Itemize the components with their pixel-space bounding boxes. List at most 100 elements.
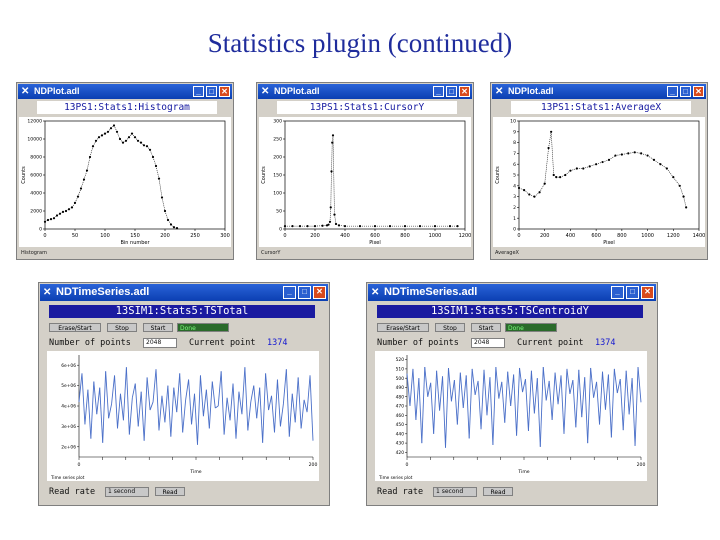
stop-button[interactable]: Stop [107,323,137,332]
close-icon[interactable]: ✕ [219,86,230,97]
close-icon[interactable]: ✕ [313,286,326,299]
series-segment [430,382,435,434]
num-points-input[interactable]: 2048 [471,338,505,348]
series-segment [117,393,121,429]
series-segment [596,381,600,425]
data-segment [170,224,175,228]
minimize-icon[interactable]: _ [193,86,204,97]
series-segment [179,373,184,433]
series-segment [244,367,249,431]
series-segment [205,389,210,429]
erase-start-button[interactable]: Erase/Start [49,323,101,332]
data-point [334,222,338,226]
data-segment [128,133,133,138]
erase-start-button[interactable]: Erase/Start [377,323,429,332]
data-point [97,136,101,139]
series-segment [415,378,420,420]
current-point-value: 1374 [595,338,616,348]
close-icon[interactable]: ✕ [459,86,470,97]
read-button[interactable]: Read [483,487,513,496]
maximize-icon[interactable]: □ [446,86,457,97]
series-segment [253,385,258,419]
read-rate-select[interactable]: 1 second [433,487,477,497]
y-tick-label: 0 [279,227,282,233]
close-icon[interactable]: ✕ [693,86,704,97]
series-segment [176,373,181,413]
data-segment [116,131,121,140]
data-segment [329,207,332,222]
series-segment [433,370,438,434]
data-point [127,136,131,139]
read-button[interactable]: Read [155,487,185,496]
data-segment [89,146,94,158]
series-segment [436,370,441,411]
maximize-icon[interactable]: □ [298,286,311,299]
series-segment [188,379,193,425]
series-segment [93,381,98,415]
series-segment [167,385,172,437]
title-bar[interactable]: ✕ NDPlot.adl _ □ ✕ [18,84,232,99]
series-segment [442,376,446,448]
read-rate-select[interactable]: 1 second [105,487,149,497]
x-tick-label: 200 [540,233,550,239]
data-point [633,151,636,154]
data-point [456,225,459,228]
series-segment [247,401,252,431]
title-bar[interactable]: ✕ NDTimeSeries.adl _ □ ✕ [368,284,656,301]
series-segment [191,393,195,425]
y-tick-label: 300 [273,119,282,125]
start-button[interactable]: Start [471,323,501,332]
series-segment [545,380,550,401]
minimize-icon[interactable]: _ [283,286,296,299]
y-tick-label: 10 [510,119,516,125]
data-point [614,154,617,157]
maximize-icon[interactable]: □ [626,286,639,299]
series-segment [265,373,270,411]
series-segment [102,371,107,443]
series-segment [584,377,589,444]
series-segment [140,391,145,441]
timeseries-header: 13SIM1:Stats5:TSCentroidY [377,305,643,318]
num-points-input[interactable]: 2048 [143,338,177,348]
series-segment [548,380,553,420]
minimize-icon[interactable]: _ [611,286,624,299]
series-segment [223,397,228,435]
series-segment [229,383,234,421]
maximize-icon[interactable]: □ [680,86,691,97]
maximize-icon[interactable]: □ [206,86,217,97]
x-tick-label: 200 [637,462,646,468]
minimize-icon[interactable]: _ [433,86,444,97]
series-segment [208,381,213,429]
data-point [552,173,555,177]
plot-area: 420 430 440 450 460 470 480 490 500 510 520 0 200 Tim… [375,351,647,481]
series-segment [235,391,240,439]
title-bar[interactable]: ✕ NDPlot.adl _ □ ✕ [492,84,706,99]
series-segment [525,379,529,432]
start-button[interactable]: Start [143,323,173,332]
averagex-plot: 0 200 400 600 800 1000 1200 1400 0 1 2 3 4 5 6 7 8 9 10 Pix… [495,119,705,246]
series-segment [185,379,190,400]
data-segment [140,142,145,146]
series-segment [262,373,267,443]
data-point [547,146,550,150]
stop-button[interactable]: Stop [435,323,465,332]
series-segment [492,367,497,445]
series-segment [450,379,455,402]
data-segment [158,178,163,198]
window-title: NDPlot.adl [508,86,554,96]
data-point [538,191,541,194]
current-point-label: Current point [517,338,584,348]
series-segment [551,372,556,420]
series-segment [445,367,449,448]
x-tick-label: 0 [43,233,46,239]
data-point [646,154,649,157]
minimize-icon[interactable]: _ [667,86,678,97]
series-segment [111,375,115,405]
y-tick-label: 4 [513,183,516,189]
title-bar[interactable]: ✕ NDTimeSeries.adl _ □ ✕ [40,284,328,301]
series-segment [137,391,142,427]
close-icon[interactable]: ✕ [641,286,654,299]
series-segment [439,376,443,411]
title-bar[interactable]: ✕ NDPlot.adl _ □ ✕ [258,84,472,99]
y-tick-label: 520 [396,357,405,363]
